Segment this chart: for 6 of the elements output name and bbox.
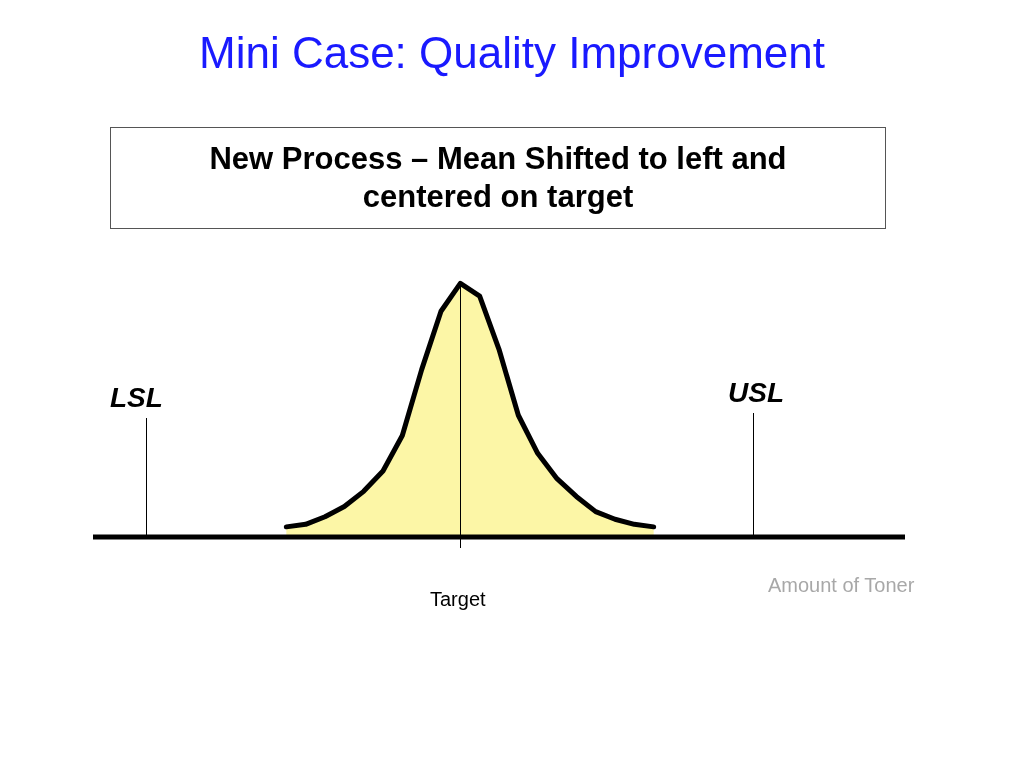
annotation: USL: [728, 377, 784, 409]
chart-title: Mini Case: Quality Improvement: [198, 28, 826, 78]
annotation: LSL: [110, 382, 163, 414]
x-axis-title: Amount of Toner: [768, 574, 915, 597]
chart-subtitle: New Process – Mean Shifted to left and centered on target: [110, 127, 886, 229]
text: Target: [430, 588, 486, 611]
